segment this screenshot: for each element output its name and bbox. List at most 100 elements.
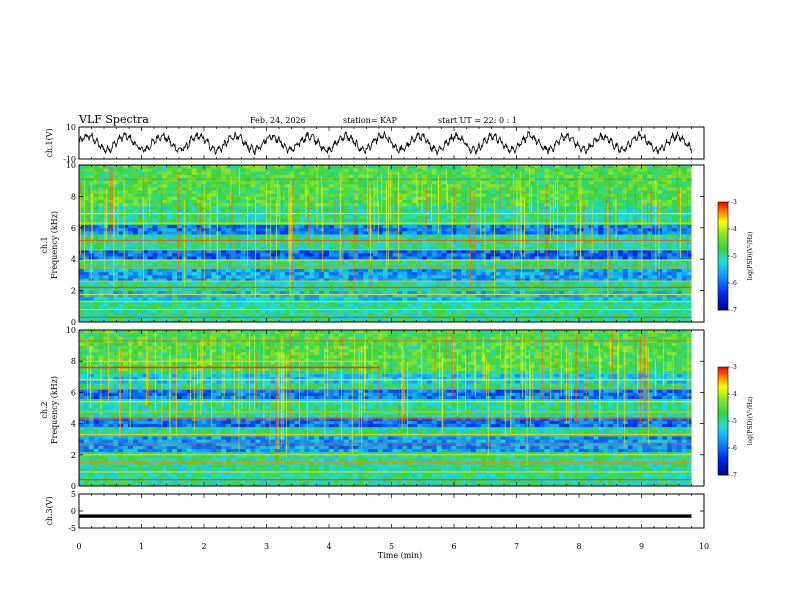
spectrogram-cell [270, 293, 276, 298]
spectrogram-cell [221, 306, 227, 310]
spectrogram-cell [230, 271, 237, 276]
spectrogram-cell [446, 171, 452, 175]
spectrogram-cell [250, 306, 256, 310]
spectrogram-cell [436, 293, 442, 298]
spectrogram-cell [309, 259, 315, 263]
spectrogram-cell [118, 249, 124, 254]
spectrogram-cell [441, 180, 447, 185]
spectrogram-cell [343, 249, 349, 254]
spectrogram-cell [397, 193, 403, 197]
spectrogram-cell [324, 281, 330, 285]
spectrogram-cell [485, 199, 491, 204]
spectrogram-cell [431, 287, 438, 291]
spectrogram-cell [216, 306, 222, 310]
spectrogram-cell [343, 165, 349, 169]
spectrogram-cell [294, 293, 300, 298]
spectrogram-cell [417, 281, 423, 285]
spectrogram-cell [436, 287, 442, 291]
spectrogram-cell [348, 296, 354, 301]
spectrogram-cell [152, 240, 158, 244]
spectrogram-cell [137, 196, 144, 200]
spectrogram-cell [211, 202, 217, 207]
spectrogram-cell [324, 293, 330, 298]
spectrogram-cell [167, 190, 173, 194]
spectrogram-cell [279, 268, 286, 273]
spectrogram-cell [348, 262, 354, 266]
spectrogram-cell [387, 271, 393, 276]
spectrogram-cell [328, 249, 335, 254]
spectrogram-cell [505, 186, 511, 191]
spectrogram-cell [118, 243, 124, 248]
spectrogram-cell [319, 284, 325, 288]
spectrogram-cell [500, 202, 506, 207]
spectrogram-cell [147, 312, 153, 317]
spectrogram-cell [123, 243, 129, 248]
spectrogram-cell [402, 259, 408, 263]
spectrogram-cell [544, 284, 550, 288]
spectrogram-cell [363, 287, 369, 291]
spectrogram-cell [270, 287, 276, 291]
spectrogram-cell [177, 208, 183, 213]
spectrogram-cell [480, 180, 487, 185]
spectrogram-cell [446, 256, 452, 260]
spectrogram-cell [83, 284, 90, 288]
spectrogram-cell [485, 165, 491, 169]
spectrogram-cell [255, 168, 261, 172]
spectrogram-cell [412, 290, 418, 295]
spectrogram-cell [284, 290, 291, 295]
spectrogram-cell [520, 190, 526, 194]
spectrogram-cell [529, 224, 536, 229]
spectrogram-cell [142, 259, 148, 263]
spectrogram-cell [294, 274, 300, 279]
spectrogram-cell [480, 240, 487, 244]
spectrogram-cell [299, 180, 305, 185]
spectrogram-cell [284, 224, 291, 229]
spectrogram-cell [221, 234, 227, 238]
spectrogram-cell [422, 218, 428, 222]
spectrogram-cell [299, 230, 305, 235]
spectrogram-cell [123, 230, 129, 235]
spectrogram-cell [348, 208, 354, 213]
spectrogram-cell [132, 249, 139, 254]
spectrogram-cell [436, 165, 442, 169]
spectrogram-cell [79, 303, 85, 307]
spectrogram-cell [490, 312, 496, 317]
spectrogram-cell [397, 281, 403, 285]
spectrogram-cell [324, 318, 330, 323]
spectrogram-cell [172, 190, 178, 194]
spectrogram-cell [98, 252, 104, 257]
spectrogram-cell [128, 256, 134, 260]
spectrogram-cell [152, 208, 158, 213]
spectrogram-cell [196, 271, 202, 276]
spectrogram-cell [201, 296, 207, 301]
spectrogram-cell [485, 218, 491, 222]
spectrogram-cell [226, 268, 232, 273]
spectrogram-cell [167, 306, 173, 310]
spectrogram-cell [137, 199, 144, 204]
spectrogram-cell [343, 290, 349, 295]
spectrogram-cell [93, 287, 99, 291]
spectrogram-cell [402, 284, 408, 288]
spectrogram-cell [373, 303, 379, 307]
spectrogram-cell [309, 186, 315, 191]
spectrogram-cell [152, 306, 158, 310]
spectrogram-cell [353, 171, 359, 175]
spectrogram-cell [407, 262, 413, 266]
spectrogram-cell [358, 287, 364, 291]
spectrogram-cell [132, 171, 139, 175]
spectrogram-cell [108, 193, 114, 197]
spectrogram-cell [167, 240, 173, 244]
spectrogram-cell [235, 309, 242, 313]
spectrogram-cell [186, 274, 193, 279]
spectrogram-cell [373, 205, 379, 210]
spectrogram-cell [137, 259, 144, 263]
spectrogram-cell [186, 303, 193, 307]
spectrogram-cell [387, 309, 393, 313]
spectrogram-cell [147, 318, 153, 323]
spectrogram-cell [328, 278, 335, 282]
spectrogram-cell [397, 234, 403, 238]
spectrogram-cell [422, 243, 428, 248]
spectrogram-cell [284, 190, 291, 194]
spectrogram-cell [186, 202, 193, 207]
spectrogram-cell [235, 287, 242, 291]
